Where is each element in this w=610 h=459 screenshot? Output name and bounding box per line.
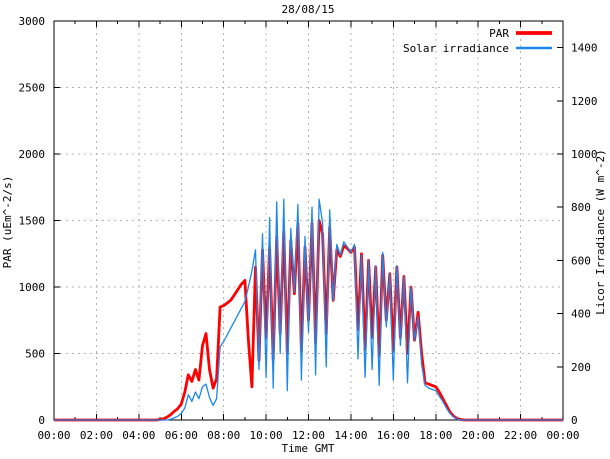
axis-tick-labels: 00:00 02:00 04:00 06:00 08:00 10:00 12:00 14:00… (19, 15, 598, 442)
x-tick-label: 04:00 (122, 429, 155, 442)
y2-tick-label: 1200 (571, 95, 598, 108)
x-tick-label: 00:00 (37, 429, 70, 442)
y-tick-label: 2000 (19, 148, 46, 161)
series-lines (54, 198, 563, 422)
y2-axis-label: Licor Irradiance (W m^-2) (594, 149, 607, 315)
y2-tick-label: 1400 (571, 42, 598, 55)
y2-tick-label: 200 (571, 361, 591, 374)
x-tick-label: 16:00 (377, 429, 410, 442)
grid-lines (54, 21, 563, 420)
series-line-solar-irradiance (54, 198, 563, 421)
chart-title: 28/08/15 (282, 3, 335, 16)
y2-tick-label: 0 (571, 414, 578, 427)
y2-tick-label: 600 (571, 254, 591, 267)
y-tick-label: 3000 (19, 15, 46, 28)
y-tick-label: 1500 (19, 215, 46, 228)
y-tick-label: 1000 (19, 281, 46, 294)
y2-tick-label: 800 (571, 201, 591, 214)
legend-label-par: PAR (489, 27, 509, 40)
x-tick-label: 10:00 (250, 429, 283, 442)
x-tick-label: 14:00 (334, 429, 367, 442)
x-tick-label: 20:00 (462, 429, 495, 442)
x-tick-label: 00:00 (546, 429, 579, 442)
x-tick-label: 12:00 (292, 429, 325, 442)
x-axis-label: Time GMT (282, 442, 335, 455)
x-tick-label: 02:00 (80, 429, 113, 442)
x-tick-label: 18:00 (419, 429, 452, 442)
y2-tick-label: 400 (571, 308, 591, 321)
y-tick-label: 500 (25, 348, 45, 361)
x-tick-label: 22:00 (504, 429, 537, 442)
y-axis-label: PAR (uEm^-2/s) (1, 176, 14, 269)
legend: PAR Solar irradiance (403, 27, 552, 55)
y2-tick-label: 1000 (571, 148, 598, 161)
legend-label-solar-irradiance: Solar irradiance (403, 42, 509, 55)
x-tick-label: 08:00 (207, 429, 240, 442)
y-tick-label: 2500 (19, 82, 46, 95)
x-tick-label: 06:00 (165, 429, 198, 442)
y-tick-label: 0 (38, 414, 45, 427)
